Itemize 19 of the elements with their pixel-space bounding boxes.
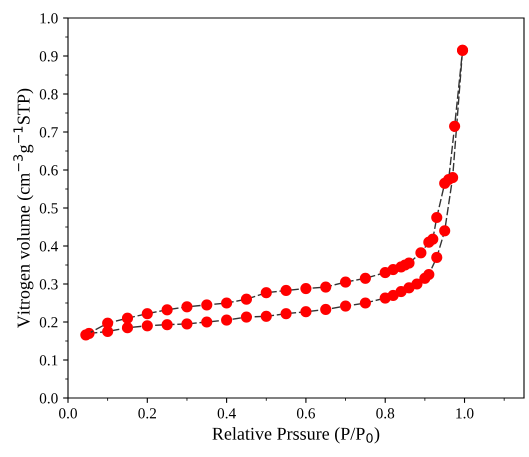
y-tick-label: 0.2 [40, 317, 58, 328]
y-tick-label: 0.3 [40, 279, 58, 290]
y-tick-label: 0.6 [40, 165, 58, 176]
y-tick-label: 0.5 [40, 203, 58, 214]
y-axis-title: Vitrogen volume (cm$^{−3}$g$^{−1}$STP) [13, 88, 34, 328]
y-tick-label: 0.8 [40, 89, 58, 100]
x-tick-label: 0.0 [59, 408, 77, 419]
y-tick-label: 0.9 [40, 51, 58, 62]
x-axis-title: Relative Prssure (P/P$_{0}$) [212, 427, 380, 444]
y-tick-label: 0.4 [40, 241, 58, 252]
y-tick-label: 0.1 [40, 355, 58, 366]
x-tick-label: 1.0 [456, 408, 474, 419]
y-tick-label: 0.7 [40, 127, 58, 138]
y-tick-label: 1.0 [40, 13, 58, 24]
x-tick-label: 0.2 [138, 408, 156, 419]
x-tick-label: 0.6 [296, 408, 316, 419]
y-tick-label: 0.0 [40, 393, 58, 404]
x-tick-label: 0.8 [376, 408, 394, 419]
x-tick-label: 0.4 [218, 408, 236, 419]
